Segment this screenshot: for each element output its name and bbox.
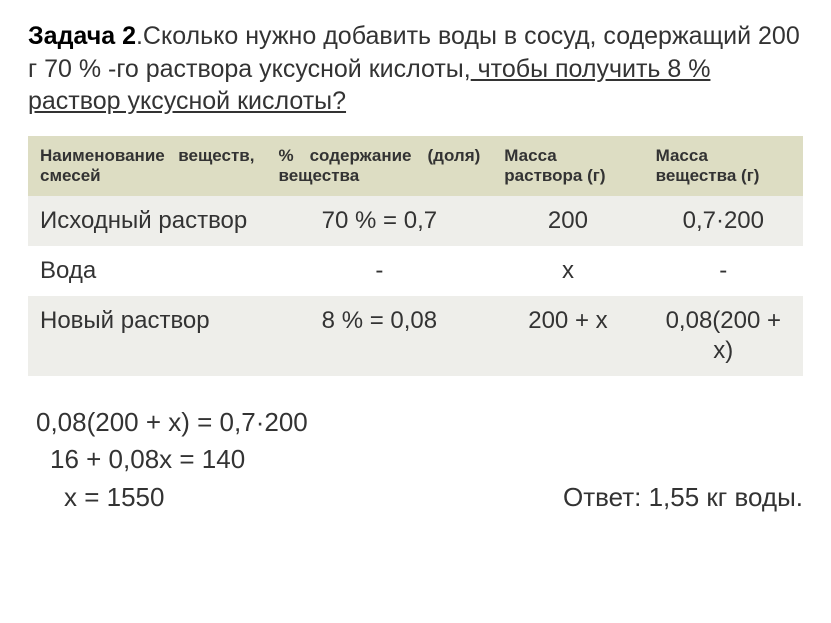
equation-line-1: 0,08(200 + х) = 0,7·200 (36, 404, 803, 442)
cell-mass-sol: х (492, 246, 643, 296)
table-row: Новый раствор 8 % = 0,08 200 + х 0,08(20… (28, 296, 803, 376)
cell-name: Исходный раствор (28, 196, 266, 246)
header-col4: Масса вещества (г) (644, 136, 803, 196)
cell-pct: 70 % = 0,7 (266, 196, 492, 246)
equation-line-3: х = 1550 (36, 479, 523, 517)
cell-mass-sub: 0,7·200 (644, 196, 803, 246)
task-label: Задача 2 (28, 22, 136, 50)
cell-mass-sol: 200 (492, 196, 643, 246)
table-row: Исходный раствор 70 % = 0,7 200 0,7·200 (28, 196, 803, 246)
equation-line-2: 16 + 0,08х = 140 (36, 441, 803, 479)
cell-name: Новый раствор (28, 296, 266, 376)
cell-mass-sol: 200 + х (492, 296, 643, 376)
header-col1: Наименование веществ, смесей (28, 136, 266, 196)
header-row: Наименование веществ, смесей % содержани… (28, 136, 803, 196)
cell-pct: - (266, 246, 492, 296)
table-row: Вода - х - (28, 246, 803, 296)
header-col3: Масса раствора (г) (492, 136, 643, 196)
cell-name: Вода (28, 246, 266, 296)
cell-mass-sub: - (644, 246, 803, 296)
header-col2: % содержание (доля) вещества (266, 136, 492, 196)
cell-mass-sub: 0,08(200 + х) (644, 296, 803, 376)
data-table: Наименование веществ, смесей % содержани… (28, 136, 803, 376)
problem-statement: Задача 2.Сколько нужно добавить воды в с… (28, 20, 803, 118)
equations-block: 0,08(200 + х) = 0,7·200 16 + 0,08х = 140… (28, 404, 803, 517)
cell-pct: 8 % = 0,08 (266, 296, 492, 376)
answer-text: Ответ: 1,55 кг воды. (523, 479, 803, 517)
